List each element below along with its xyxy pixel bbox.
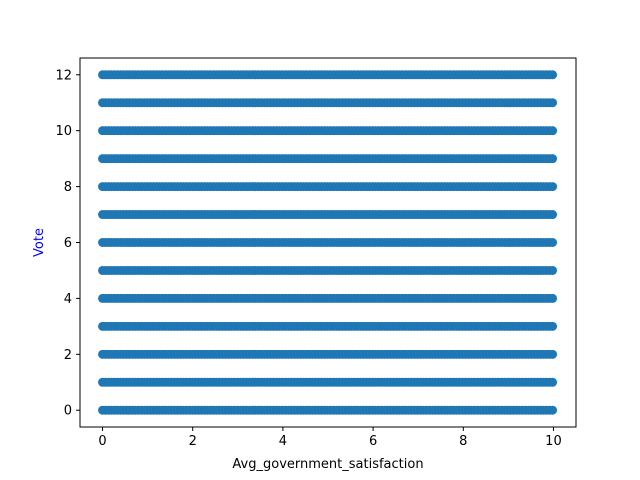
scatter-row-vote-0 (98, 405, 558, 415)
x-axis-label: Avg_government_satisfaction (232, 457, 423, 472)
y-axis-label: Vote (32, 228, 47, 257)
scatter-point (548, 182, 558, 192)
x-axis-ticks: 0 2 4 6 8 10 (98, 427, 562, 449)
scatter-row-vote-2 (98, 349, 558, 359)
x-tick-label: 2 (189, 434, 197, 449)
scatter-point (548, 154, 558, 164)
x-tick-label: 8 (459, 434, 467, 449)
scatter-row-vote-7 (98, 210, 558, 220)
y-tick-label: 6 (64, 236, 72, 251)
scatter-row-vote-12 (98, 70, 558, 80)
x-tick-label: 6 (369, 434, 377, 449)
scatter-row-vote-3 (98, 321, 558, 331)
plot-frame (79, 57, 577, 428)
scatter-row-vote-8 (98, 182, 558, 192)
x-tick-label: 10 (545, 434, 562, 449)
y-tick-label: 2 (64, 348, 72, 363)
y-tick-label: 0 (64, 404, 72, 419)
scatter-point (548, 349, 558, 359)
scatter-row-vote-10 (98, 126, 558, 136)
scatter-point (548, 126, 558, 136)
y-tick-label: 10 (55, 124, 72, 139)
data-points (98, 70, 558, 415)
y-tick-label: 4 (64, 292, 72, 307)
scatter-row-vote-1 (98, 377, 558, 387)
scatter-row-vote-4 (98, 293, 558, 303)
y-tick-label: 8 (64, 180, 72, 195)
scatter-point (548, 405, 558, 415)
scatter-point (548, 265, 558, 275)
scatter-point (548, 238, 558, 247)
x-tick-label: 0 (98, 434, 106, 449)
y-axis-ticks: 0 2 4 6 8 10 12 (55, 68, 80, 419)
scatter-row-vote-5 (98, 265, 558, 275)
y-tick-label: 12 (55, 68, 72, 83)
scatter-row-vote-11 (98, 98, 558, 108)
scatter-row-vote-9 (98, 154, 558, 164)
scatter-point (548, 293, 558, 303)
scatter-point (548, 321, 558, 331)
scatter-point (548, 210, 558, 220)
x-tick-label: 4 (279, 434, 287, 449)
scatter-row-vote-6 (98, 238, 558, 247)
scatter-point (548, 70, 558, 80)
scatter-point (548, 98, 558, 108)
scatter-point (548, 377, 558, 387)
